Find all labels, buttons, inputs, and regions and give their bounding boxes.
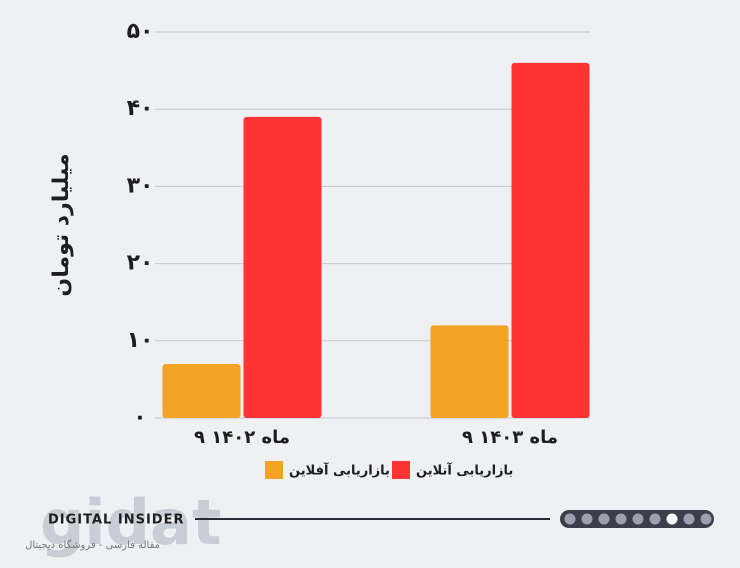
page-dot bbox=[581, 513, 593, 525]
page-dot bbox=[700, 513, 712, 525]
y-axis-label: میلیارد تومان bbox=[49, 153, 74, 296]
y-tick-label: ۴۰ bbox=[127, 96, 154, 121]
pagination bbox=[560, 510, 714, 528]
y-tick-label: ۳۰ bbox=[127, 173, 154, 198]
brand: DIGITAL INSIDER bbox=[48, 513, 184, 528]
page-dot bbox=[615, 513, 627, 525]
watermark: gidat bbox=[40, 486, 222, 559]
bar bbox=[243, 116, 322, 419]
bar bbox=[430, 325, 509, 418]
tagline: مقاله فارسی - فروشگاه دیجیتال bbox=[25, 539, 160, 551]
y-tick-label: ۲۰ bbox=[127, 251, 154, 276]
page-dot bbox=[632, 513, 644, 525]
y-tick-label: ۱۰ bbox=[127, 328, 154, 353]
page-dot bbox=[564, 513, 576, 525]
page-dot bbox=[666, 513, 678, 525]
x-tick-label: ۹ ماه ۱۴۰۲ bbox=[194, 427, 290, 448]
bar bbox=[162, 363, 241, 418]
page-dot bbox=[683, 513, 695, 525]
legend-swatch bbox=[265, 461, 283, 479]
legend-label: بازاریابی آنلاین bbox=[416, 462, 513, 479]
legend-label: بازاریابی آفلاین bbox=[289, 462, 390, 479]
legend-swatch bbox=[392, 461, 410, 479]
page-dot bbox=[598, 513, 610, 525]
page-dot bbox=[649, 513, 661, 525]
bar bbox=[511, 62, 590, 418]
y-tick-label: ۵۰ bbox=[127, 19, 154, 44]
x-tick-label: ۹ ماه ۱۴۰۳ bbox=[462, 427, 558, 448]
y-tick-label: ۰ bbox=[133, 405, 146, 430]
